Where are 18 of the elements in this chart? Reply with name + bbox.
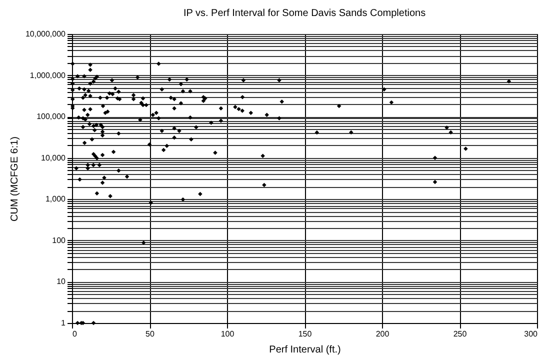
chart-title: IP vs. Perf Interval for Some Davis Sands Completions <box>183 8 426 19</box>
x-tick-label: 300 <box>524 330 538 338</box>
y-tick-label: 100,000 <box>36 112 66 122</box>
x-tick-label: 0 <box>72 330 78 338</box>
x-tick-label: 50 <box>146 330 155 338</box>
y-tick-label: 100 <box>52 236 66 245</box>
x-tick-label: 100 <box>220 330 235 338</box>
y-tick-label: 1,000,000 <box>30 70 66 80</box>
x-tick-label: 200 <box>376 330 390 338</box>
x-tick-label: 250 <box>453 330 468 338</box>
y-tick-label: 10,000,000 <box>25 30 66 38</box>
y-tick-label: 1 <box>61 318 66 328</box>
x-tick-label: 150 <box>298 330 312 338</box>
y-tick-label: 1,000 <box>45 194 66 204</box>
y-tick-label: 10,000 <box>41 153 66 162</box>
x-axis-title: Perf Interval (ft.) <box>269 344 341 356</box>
y-tick-label: 10 <box>56 277 66 286</box>
y-axis-title: CUM (MCFGE 6:1) <box>9 136 20 222</box>
